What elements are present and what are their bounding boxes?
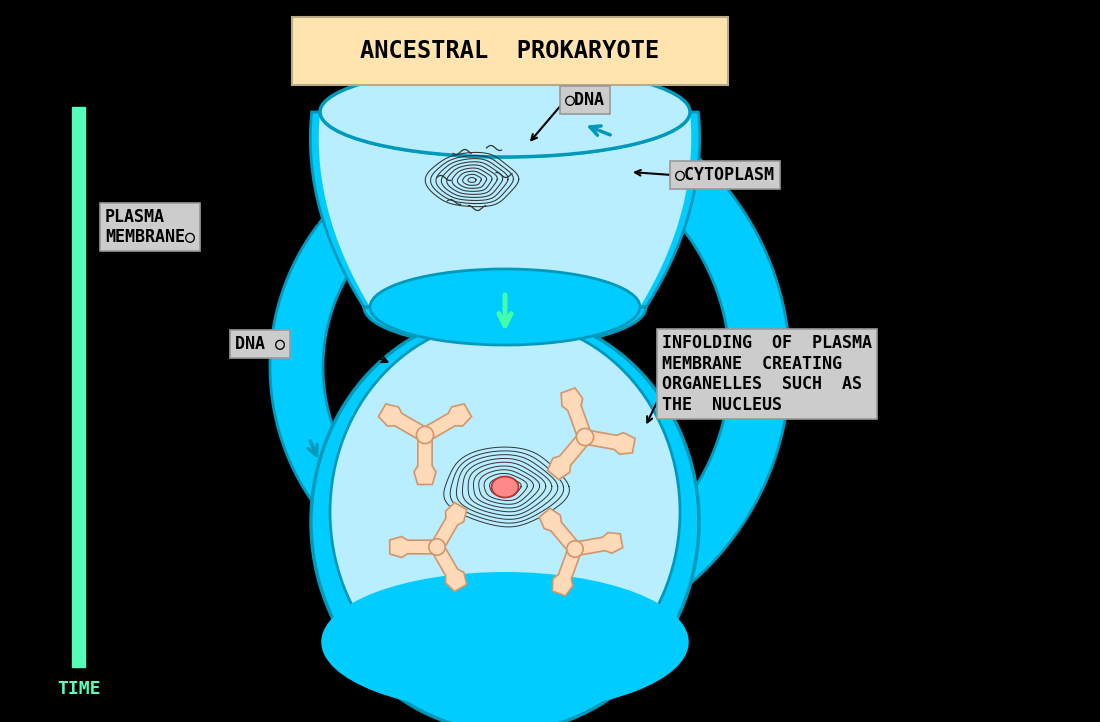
- Ellipse shape: [429, 539, 446, 555]
- Polygon shape: [552, 547, 582, 596]
- Polygon shape: [431, 544, 466, 591]
- Polygon shape: [563, 92, 790, 643]
- Ellipse shape: [576, 428, 594, 445]
- Text: ○DNA: ○DNA: [565, 91, 605, 109]
- Ellipse shape: [417, 427, 433, 443]
- Ellipse shape: [320, 67, 690, 157]
- Ellipse shape: [330, 320, 680, 704]
- Polygon shape: [270, 140, 458, 594]
- Polygon shape: [414, 435, 436, 484]
- Text: ANCESTRAL  PROKARYOTE: ANCESTRAL PROKARYOTE: [361, 38, 660, 63]
- Ellipse shape: [320, 67, 690, 157]
- Ellipse shape: [492, 477, 518, 497]
- Ellipse shape: [311, 313, 698, 722]
- Polygon shape: [389, 536, 437, 557]
- Polygon shape: [548, 432, 591, 479]
- Text: DNA ○: DNA ○: [235, 335, 285, 353]
- Polygon shape: [539, 508, 580, 553]
- Polygon shape: [561, 388, 592, 440]
- Ellipse shape: [370, 269, 640, 345]
- Text: TIME: TIME: [57, 680, 100, 698]
- Bar: [72, 107, 85, 667]
- Text: INFOLDING  OF  PLASMA
MEMBRANE  CREATING
ORGANELLES  SUCH  AS
THE  NUCLEUS: INFOLDING OF PLASMA MEMBRANE CREATING OR…: [662, 334, 872, 414]
- Text: ○CYTOPLASM: ○CYTOPLASM: [675, 166, 776, 184]
- Text: PLASMA
MEMBRANE○: PLASMA MEMBRANE○: [104, 208, 195, 246]
- Polygon shape: [574, 533, 623, 556]
- Polygon shape: [421, 404, 472, 441]
- Polygon shape: [378, 404, 429, 441]
- Polygon shape: [310, 112, 700, 347]
- Ellipse shape: [321, 572, 689, 712]
- FancyBboxPatch shape: [292, 17, 728, 85]
- Ellipse shape: [566, 541, 583, 557]
- Polygon shape: [584, 430, 635, 454]
- Polygon shape: [319, 112, 691, 345]
- Polygon shape: [431, 503, 466, 550]
